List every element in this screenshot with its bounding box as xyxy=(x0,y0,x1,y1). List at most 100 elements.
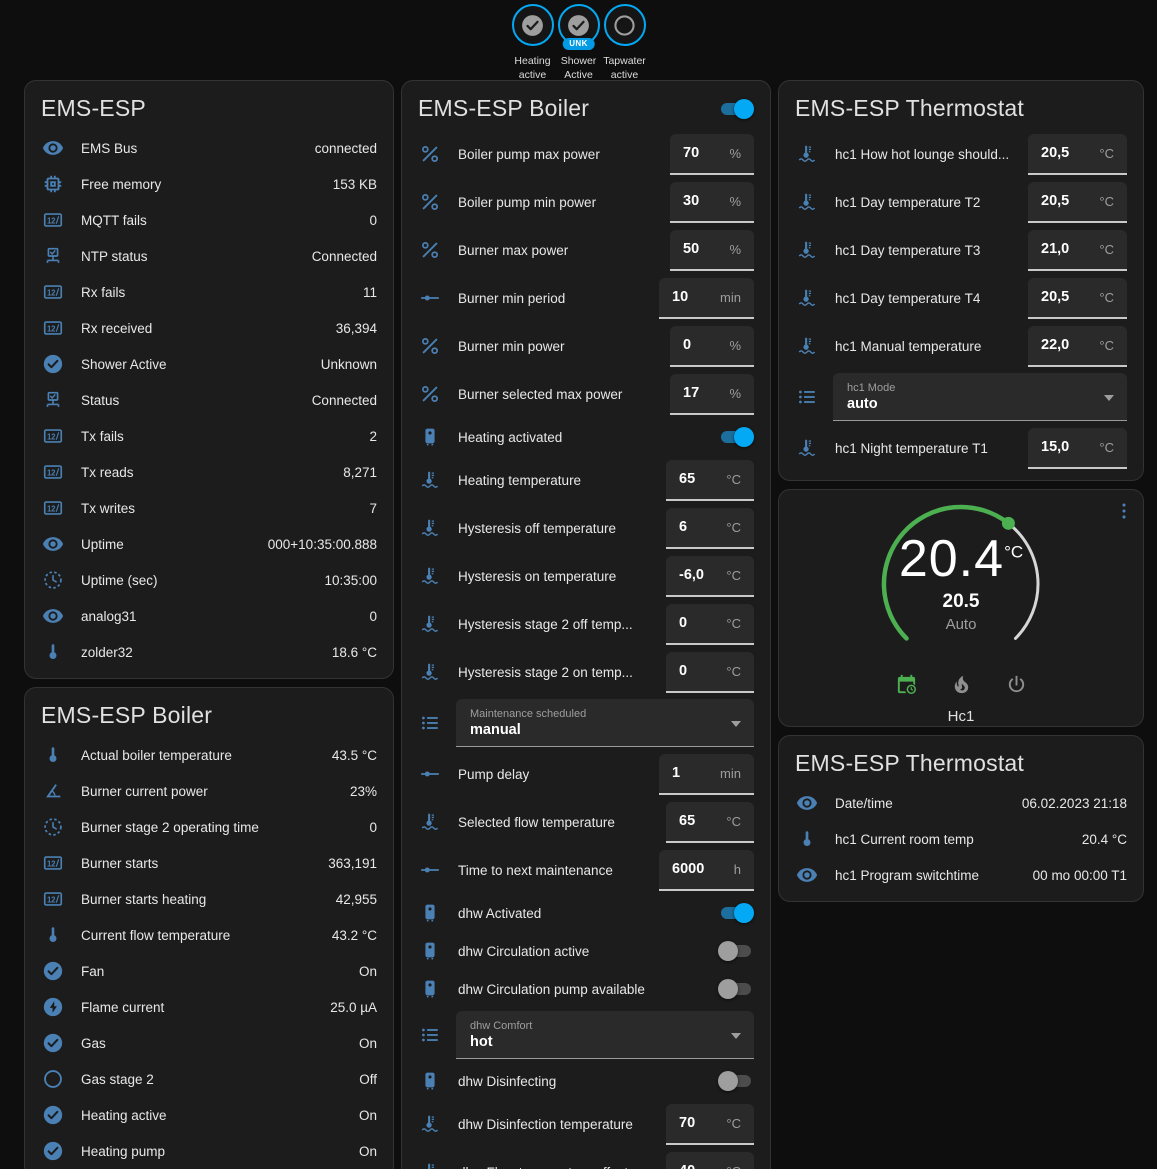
number-input-pump-delay[interactable]: 1 min xyxy=(659,753,754,795)
number-input-hysteresis-on-temperature[interactable]: -6,0 °C xyxy=(666,555,754,597)
number-value: -6,0 xyxy=(679,567,704,583)
entity-row-flame-current[interactable]: Flame current 25.0 µA xyxy=(41,989,377,1025)
number-input-hc1-how-hot-lounge-should[interactable]: 20,5 °C xyxy=(1028,133,1127,175)
entity-row-current-flow-temperature[interactable]: Current flow temperature 43.2 °C xyxy=(41,917,377,953)
number-input-dhw-disinfection-temperature[interactable]: 70 °C xyxy=(666,1103,754,1145)
entity-row-ems-bus[interactable]: EMS Bus connected xyxy=(41,130,377,166)
entity-label: Gas stage 2 xyxy=(81,1071,154,1087)
entity-row-shower-active[interactable]: Shower Active Unknown xyxy=(41,346,377,382)
entity-row-analog31[interactable]: analog31 0 xyxy=(41,598,377,634)
number-input-hc1-day-temperature-t4[interactable]: 20,5 °C xyxy=(1028,277,1127,319)
entity-row-tx-writes[interactable]: 1 2 Tx writes 7 xyxy=(41,490,377,526)
entity-row-actual-boiler-temperature[interactable]: Actual boiler temperature 43.5 °C xyxy=(41,737,377,773)
percent-icon xyxy=(421,145,439,163)
entity-label: dhw Circulation active xyxy=(458,943,590,959)
entity-row-burner-starts-heating[interactable]: 1 2 Burner starts heating 42,955 xyxy=(41,881,377,917)
card-header: EMS-ESP xyxy=(41,81,377,130)
entity-row-gas[interactable]: Gas On xyxy=(41,1025,377,1061)
thermostat-dial[interactable]: 20.4°C 20.5 Auto xyxy=(861,498,1061,669)
number-input-burner-min-period[interactable]: 10 min xyxy=(659,277,754,319)
number-input-boiler-pump-min-power[interactable]: 30% xyxy=(670,181,754,223)
entity-row-burner-starts[interactable]: 1 2 Burner starts 363,191 xyxy=(41,845,377,881)
circle-outline-icon xyxy=(44,1070,62,1088)
entity-row-rx-fails[interactable]: 1 2 Rx fails 11 xyxy=(41,274,377,310)
check-circle-icon xyxy=(43,1105,63,1125)
number-input-hc1-night-temperature-t1[interactable]: 15,0 °C xyxy=(1028,427,1127,469)
number-input-burner-min-power[interactable]: 0% xyxy=(670,325,754,367)
entity-label: Burner min period xyxy=(458,290,566,306)
select-maintenance-scheduled[interactable]: Maintenance scheduled manual xyxy=(456,699,754,747)
number-input-burner-max-power[interactable]: 50% xyxy=(670,229,754,271)
entity-row-status[interactable]: Status Connected xyxy=(41,382,377,418)
number-value: 6000 xyxy=(672,861,705,877)
entity-row-dhw-activated: dhw Activated xyxy=(418,894,754,932)
number-input-hysteresis-off-temperature[interactable]: 6 °C xyxy=(666,507,754,549)
entity-row-hc1-day-temperature-t3: hc1 Day temperature T3 21,0 °C xyxy=(795,226,1127,274)
number-input-heating-temperature[interactable]: 65 °C xyxy=(666,459,754,501)
entity-row-heating-active[interactable]: Heating active On xyxy=(41,1097,377,1133)
number-input-hysteresis-stage-2-off-temp[interactable]: 0 °C xyxy=(666,603,754,645)
number-input-boiler-pump-max-power[interactable]: 70% xyxy=(670,133,754,175)
entity-label: Hysteresis on temperature xyxy=(458,568,617,584)
entity-row-heating-pump[interactable]: Heating pump On xyxy=(41,1133,377,1169)
mode-button-power[interactable] xyxy=(1005,673,1028,701)
entity-row-burner-current-power[interactable]: Burner current power 23% xyxy=(41,773,377,809)
entity-row-ntp-status[interactable]: NTP status Connected xyxy=(41,238,377,274)
number-unit: °C xyxy=(1099,193,1114,209)
entity-row-fan[interactable]: Fan On xyxy=(41,953,377,989)
toggle-dhw-disinfecting[interactable] xyxy=(718,1071,754,1091)
number-input-hysteresis-stage-2-on-temp[interactable]: 0 °C xyxy=(666,651,754,693)
number-input-dhw-flow-temperature-offset[interactable]: 40 °C xyxy=(666,1151,754,1169)
water-boiler-icon xyxy=(425,942,435,960)
switch-knob xyxy=(734,427,754,447)
card-header-toggle[interactable] xyxy=(718,98,754,119)
toggle-dhw-circulation-active[interactable] xyxy=(718,941,754,961)
badge-shower-active[interactable]: UNK Shower Active xyxy=(557,4,601,82)
entity-row-hc1-program-switchtime[interactable]: hc1 Program switchtime 00 mo 00:00 T1 xyxy=(795,857,1127,893)
check-circle-icon xyxy=(568,14,589,36)
card-header: EMS-ESP Boiler xyxy=(418,81,754,130)
number-input-time-to-next-maintenance[interactable]: 6000 h xyxy=(659,849,754,891)
number-input-hc1-manual-temperature[interactable]: 22,0 °C xyxy=(1028,325,1127,367)
switch-knob xyxy=(718,979,738,999)
entity-row-uptime[interactable]: Uptime 000+10:35:00.888 xyxy=(41,526,377,562)
entity-row-dhw-circulation-pump-available: dhw Circulation pump available xyxy=(418,970,754,1008)
number-input-hc1-day-temperature-t2[interactable]: 20,5 °C xyxy=(1028,181,1127,223)
entity-row-tx-reads[interactable]: 1 2 Tx reads 8,271 xyxy=(41,454,377,490)
badge-circle xyxy=(603,4,646,46)
number-input-burner-selected-max-power[interactable]: 17% xyxy=(670,373,754,415)
entity-value: 43.5 °C xyxy=(331,747,377,763)
entity-row-free-memory[interactable]: Free memory 153 KB xyxy=(41,166,377,202)
badge-heating-active[interactable]: Heating active xyxy=(511,4,555,82)
entity-row-burner-stage-2-operating-time[interactable]: Burner stage 2 operating time 0 xyxy=(41,809,377,845)
lan-check-icon xyxy=(46,391,60,407)
toggle-dhw-activated[interactable] xyxy=(718,903,754,923)
svg-text:1: 1 xyxy=(47,859,52,868)
slider-icon xyxy=(420,867,440,873)
mode-button-fire[interactable] xyxy=(950,673,973,701)
toggle-dhw-circulation-pump-available[interactable] xyxy=(718,979,754,999)
entity-row-mqtt-fails[interactable]: 1 2 MQTT fails 0 xyxy=(41,202,377,238)
select-hc1-mode[interactable]: hc1 Mode auto xyxy=(833,373,1127,421)
angle-acute-icon xyxy=(46,784,61,798)
number-input-hc1-day-temperature-t3[interactable]: 21,0 °C xyxy=(1028,229,1127,271)
select-dhw-comfort[interactable]: dhw Comfort hot xyxy=(456,1011,754,1059)
entity-label: Burner selected max power xyxy=(458,386,623,402)
entity-row-gas-stage-2[interactable]: Gas stage 2 Off xyxy=(41,1061,377,1097)
entity-row-tx-fails[interactable]: 1 2 Tx fails 2 xyxy=(41,418,377,454)
number-value: 22,0 xyxy=(1041,337,1070,353)
thermometer-icon xyxy=(803,831,811,846)
coolant-temp-icon xyxy=(421,519,439,536)
entity-row-zolder32[interactable]: zolder32 18.6 °C xyxy=(41,634,377,670)
toggle-heating-activated[interactable] xyxy=(718,427,754,447)
entity-row-rx-received[interactable]: 1 2 Rx received 36,394 xyxy=(41,310,377,346)
dial-handle[interactable] xyxy=(1001,516,1015,530)
entity-row-uptime-sec[interactable]: Uptime (sec) 10:35:00 xyxy=(41,562,377,598)
mode-button-calendar-clock[interactable] xyxy=(895,673,918,701)
entity-row-hc1-current-room-temp[interactable]: hc1 Current room temp 20.4 °C xyxy=(795,821,1127,857)
entity-row-date-time[interactable]: Date/time 06.02.2023 21:18 xyxy=(795,785,1127,821)
number-input-selected-flow-temperature[interactable]: 65 °C xyxy=(666,801,754,843)
entity-label: Fan xyxy=(81,963,105,979)
more-options-icon[interactable] xyxy=(1113,500,1135,522)
badge-tapwater-active[interactable]: Tapwater active xyxy=(603,4,647,82)
